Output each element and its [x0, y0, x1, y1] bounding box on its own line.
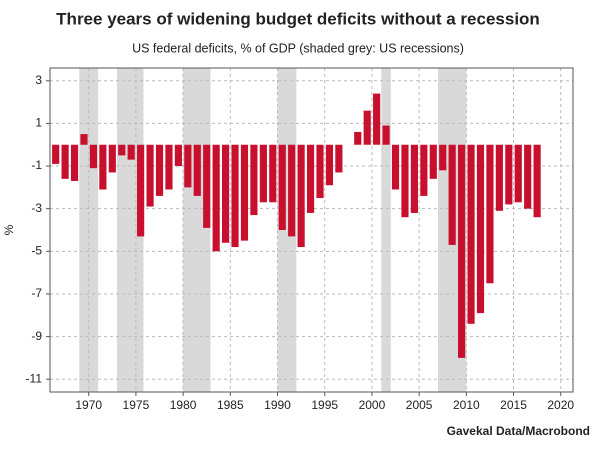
bar — [288, 144, 296, 237]
bar — [240, 144, 249, 241]
x-tick-label: 2015 — [500, 398, 527, 412]
y-axis-label: % — [2, 224, 16, 235]
x-tick-label: 2010 — [453, 398, 480, 412]
x-tick-label: 1970 — [75, 398, 102, 412]
bar — [363, 110, 371, 145]
bar — [354, 131, 362, 145]
bar — [212, 144, 220, 252]
plot-frame — [49, 67, 574, 393]
bar — [316, 144, 324, 199]
y-tick-label: -9 — [31, 329, 42, 343]
bar — [137, 144, 145, 237]
bar — [278, 144, 286, 230]
bar — [533, 144, 541, 218]
bar — [184, 144, 192, 188]
bar — [61, 144, 69, 179]
bar — [165, 144, 173, 190]
x-tick-label: 1975 — [123, 398, 150, 412]
bar — [486, 144, 494, 284]
bar — [259, 144, 267, 203]
recession-band — [183, 68, 211, 392]
bar — [250, 144, 258, 216]
recession-band — [381, 68, 391, 392]
bar — [297, 144, 305, 248]
y-tick-label: 1 — [35, 116, 42, 130]
bar — [476, 144, 485, 314]
bar — [99, 144, 107, 190]
bar — [335, 144, 343, 173]
bar — [391, 144, 400, 190]
y-tick-label: -11 — [26, 371, 43, 385]
bar — [420, 144, 428, 196]
bar — [193, 144, 201, 196]
x-tick-label: 2000 — [359, 398, 386, 412]
bar — [410, 144, 418, 213]
bar — [448, 144, 456, 245]
source-note: Gavekal Data/Macrobond — [447, 424, 590, 438]
bar — [401, 144, 409, 218]
bar — [127, 144, 135, 160]
bar — [505, 144, 513, 205]
bar — [269, 144, 277, 203]
bar — [146, 144, 154, 207]
bar — [203, 144, 211, 228]
y-tick-label: -7 — [31, 286, 42, 300]
x-tick-label: 2005 — [406, 398, 433, 412]
chart-title: Three years of widening budget deficits … — [56, 9, 540, 28]
bar — [467, 144, 475, 324]
bar — [306, 144, 315, 213]
bar — [70, 144, 79, 181]
y-tick-label: 3 — [35, 73, 42, 87]
bar — [439, 144, 447, 171]
bar — [382, 125, 390, 145]
bar — [118, 144, 126, 156]
bar — [108, 144, 116, 173]
y-tick-label: -5 — [31, 243, 42, 257]
bar — [52, 144, 60, 164]
bar — [155, 144, 164, 196]
bar — [458, 144, 466, 358]
x-tick-label: 1980 — [170, 398, 197, 412]
x-tick-label: 1985 — [217, 398, 244, 412]
bar — [429, 144, 437, 179]
bar — [514, 144, 522, 203]
y-tick-label: -1 — [31, 158, 42, 172]
bar — [174, 144, 182, 167]
bar — [373, 93, 381, 145]
x-tick-label: 1995 — [311, 398, 338, 412]
bar — [80, 134, 88, 145]
bar — [524, 144, 532, 209]
bar — [231, 144, 239, 248]
bar — [222, 144, 230, 243]
x-tick-label: 1990 — [264, 398, 291, 412]
chart-subtitle: US federal deficits, % of GDP (shaded gr… — [132, 41, 464, 55]
bar — [325, 144, 334, 186]
bar — [495, 144, 503, 211]
y-tick-label: -3 — [31, 201, 42, 215]
x-tick-label: 2020 — [547, 398, 574, 412]
bar — [89, 144, 98, 169]
